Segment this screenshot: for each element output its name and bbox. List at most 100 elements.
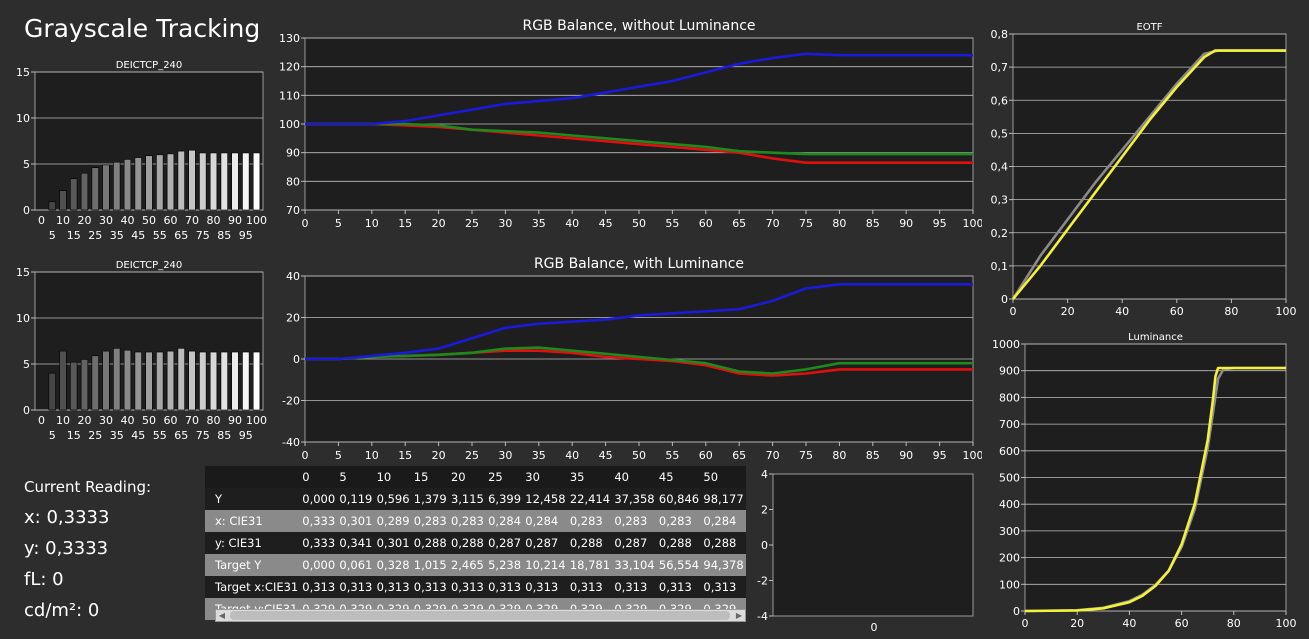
bar-70	[188, 350, 196, 411]
table-row[interactable]: x: CIE31 0,333 0,301 0,289 0,283 0,283 0,284 0,…	[205, 510, 746, 532]
table-cell: 0,313	[300, 576, 338, 598]
table-column-header[interactable]: 10	[374, 466, 412, 488]
table-column-header[interactable]: 35	[567, 466, 613, 488]
y-tick-label: 0,2	[991, 227, 1009, 240]
chart-title: EOTF	[1136, 22, 1162, 33]
bar-40	[123, 349, 132, 411]
bar-5	[48, 372, 56, 411]
table-cell: 94,378	[701, 554, 746, 576]
table-cell: 10,214	[523, 554, 568, 576]
table-column-header[interactable]: 30	[523, 466, 568, 488]
table-horizontal-scrollbar[interactable]: ◀ ▶	[215, 609, 746, 622]
table-row-label: Target x:CIE31	[205, 576, 301, 598]
x-tick-label: 50	[142, 414, 156, 427]
chart-title: RGB Balance, with Luminance	[534, 256, 744, 272]
table-cell: 0,283	[448, 510, 487, 532]
x-tick-label: 55	[665, 449, 679, 462]
scrollbar-thumb[interactable]	[230, 611, 730, 620]
table-column-header[interactable]: 40	[612, 466, 657, 488]
y-tick-label: 900	[999, 365, 1020, 378]
x-tick-label: 80	[832, 449, 846, 462]
x-tick-label: 75	[799, 449, 813, 462]
y-tick-label: 4	[761, 468, 768, 481]
x-tick-label: 100	[246, 414, 267, 427]
table-cell: 5,238	[486, 554, 524, 576]
table-cell: 0,000	[300, 488, 338, 510]
table-cell: 0,313	[337, 576, 375, 598]
x-tick-label: 75	[799, 217, 813, 230]
x-tick-label: 35	[532, 217, 546, 230]
table-cell: 0,283	[567, 510, 613, 532]
table-column-header[interactable]	[205, 466, 301, 488]
y-tick-label: 110	[279, 89, 300, 102]
table-cell: 0,333	[300, 532, 338, 554]
x-tick-label: 85	[217, 229, 231, 242]
x-tick-label: 60	[164, 414, 178, 427]
chart-title: Luminance	[1128, 332, 1183, 343]
table-body: Y 0,000 0,119 0,596 1,379 3,115 6,399 12,458 22,…	[205, 488, 746, 620]
y-tick-label: 15	[16, 266, 30, 279]
x-tick-label: 80	[207, 414, 221, 427]
x-tick-label: 10	[56, 414, 70, 427]
x-tick-label: 95	[933, 449, 947, 462]
table-column-header[interactable]: 0	[300, 466, 338, 488]
table-column-header[interactable]: 45	[656, 466, 702, 488]
table-cell: 0,284	[486, 510, 524, 532]
bar-80	[209, 351, 218, 411]
rgb-balance-with-luminance-chart: -40 -20 0 20 40 RGB Balance, with Luminance 0 5…	[282, 256, 982, 462]
table-cell: 2,465	[448, 554, 487, 576]
eotf-chart: 0 0,1 0,2 0,3 0,4 0,5 0,6 0,7 0,8 EOTF 0 20 40 60 80 10…	[991, 22, 1297, 318]
y-tick-label: 5	[23, 158, 30, 171]
table-column-header[interactable]: 25	[486, 466, 524, 488]
table-cell: 0,288	[411, 532, 449, 554]
scroll-right-icon[interactable]: ▶	[735, 611, 743, 620]
x-tick-label: 35	[532, 449, 546, 462]
x-tick-label: 90	[228, 414, 242, 427]
x-tick-label: 45	[599, 449, 613, 462]
yellow-series-line	[1011, 49, 1286, 300]
y-tick-label: 0	[23, 204, 30, 217]
bar-50	[145, 351, 153, 411]
table-column-header[interactable]: 5	[337, 466, 375, 488]
table-column-header[interactable]: 50	[701, 466, 746, 488]
table-row[interactable]: Y 0,000 0,119 0,596 1,379 3,115 6,399 12,458 22,…	[205, 488, 746, 510]
x-tick-label: 25	[465, 217, 479, 230]
y-tick-label: 200	[999, 552, 1020, 565]
x-tick-label: 85	[866, 217, 880, 230]
y-tick-label: 0,7	[991, 61, 1009, 74]
y-tick-label: -4	[757, 610, 768, 623]
table-cell: 0,289	[374, 510, 412, 532]
table-cell: 22,414	[567, 488, 613, 510]
scroll-left-icon[interactable]: ◀	[218, 611, 226, 620]
table-cell: 0,313	[701, 576, 746, 598]
bar-55	[156, 351, 164, 411]
bar-15	[70, 361, 78, 411]
table-column-header[interactable]: 15	[411, 466, 449, 488]
luminance-chart: 01002003004005006007008009001000Luminanc…	[992, 332, 1297, 630]
x-tick-label: 25	[465, 449, 479, 462]
bar-65	[177, 150, 185, 211]
x-tick-label: 20	[1070, 617, 1084, 630]
table-column-header[interactable]: 20	[448, 466, 487, 488]
table-cell: 0,284	[523, 510, 568, 532]
table-row[interactable]: Target x:CIE31 0,313 0,313 0,313 0,313 0,313 0…	[205, 576, 746, 598]
bar-65	[177, 348, 185, 411]
y-tick-label: 5	[23, 358, 30, 371]
table-row[interactable]: Target Y 0,000 0,061 0,328 1,015 2,465 5,238 10…	[205, 554, 746, 576]
green-series-line	[305, 346, 973, 375]
x-tick-label: 95	[933, 217, 947, 230]
x-tick-label: 5	[49, 229, 56, 242]
x-tick-label: 70	[185, 414, 199, 427]
y-tick-label: 0,8	[991, 28, 1009, 41]
x-tick-label: 60	[699, 217, 713, 230]
x-tick-label: 45	[131, 229, 145, 242]
measurement-table-container[interactable]: 0 5 10 15 20 25 30 35 40 45 50 Y 0,000 0,119 0,596 1,3…	[205, 466, 746, 624]
table-row[interactable]: y: CIE31 0,333 0,341 0,301 0,288 0,288 0,287 0,…	[205, 532, 746, 554]
bar-45	[134, 157, 142, 211]
x-tick-label: 40	[565, 449, 579, 462]
x-tick-label: 55	[153, 229, 167, 242]
bar-10	[59, 190, 67, 211]
y-tick-label: 300	[999, 525, 1020, 538]
y-tick-label: 0	[1013, 605, 1020, 618]
table-cell: 0,313	[567, 576, 613, 598]
